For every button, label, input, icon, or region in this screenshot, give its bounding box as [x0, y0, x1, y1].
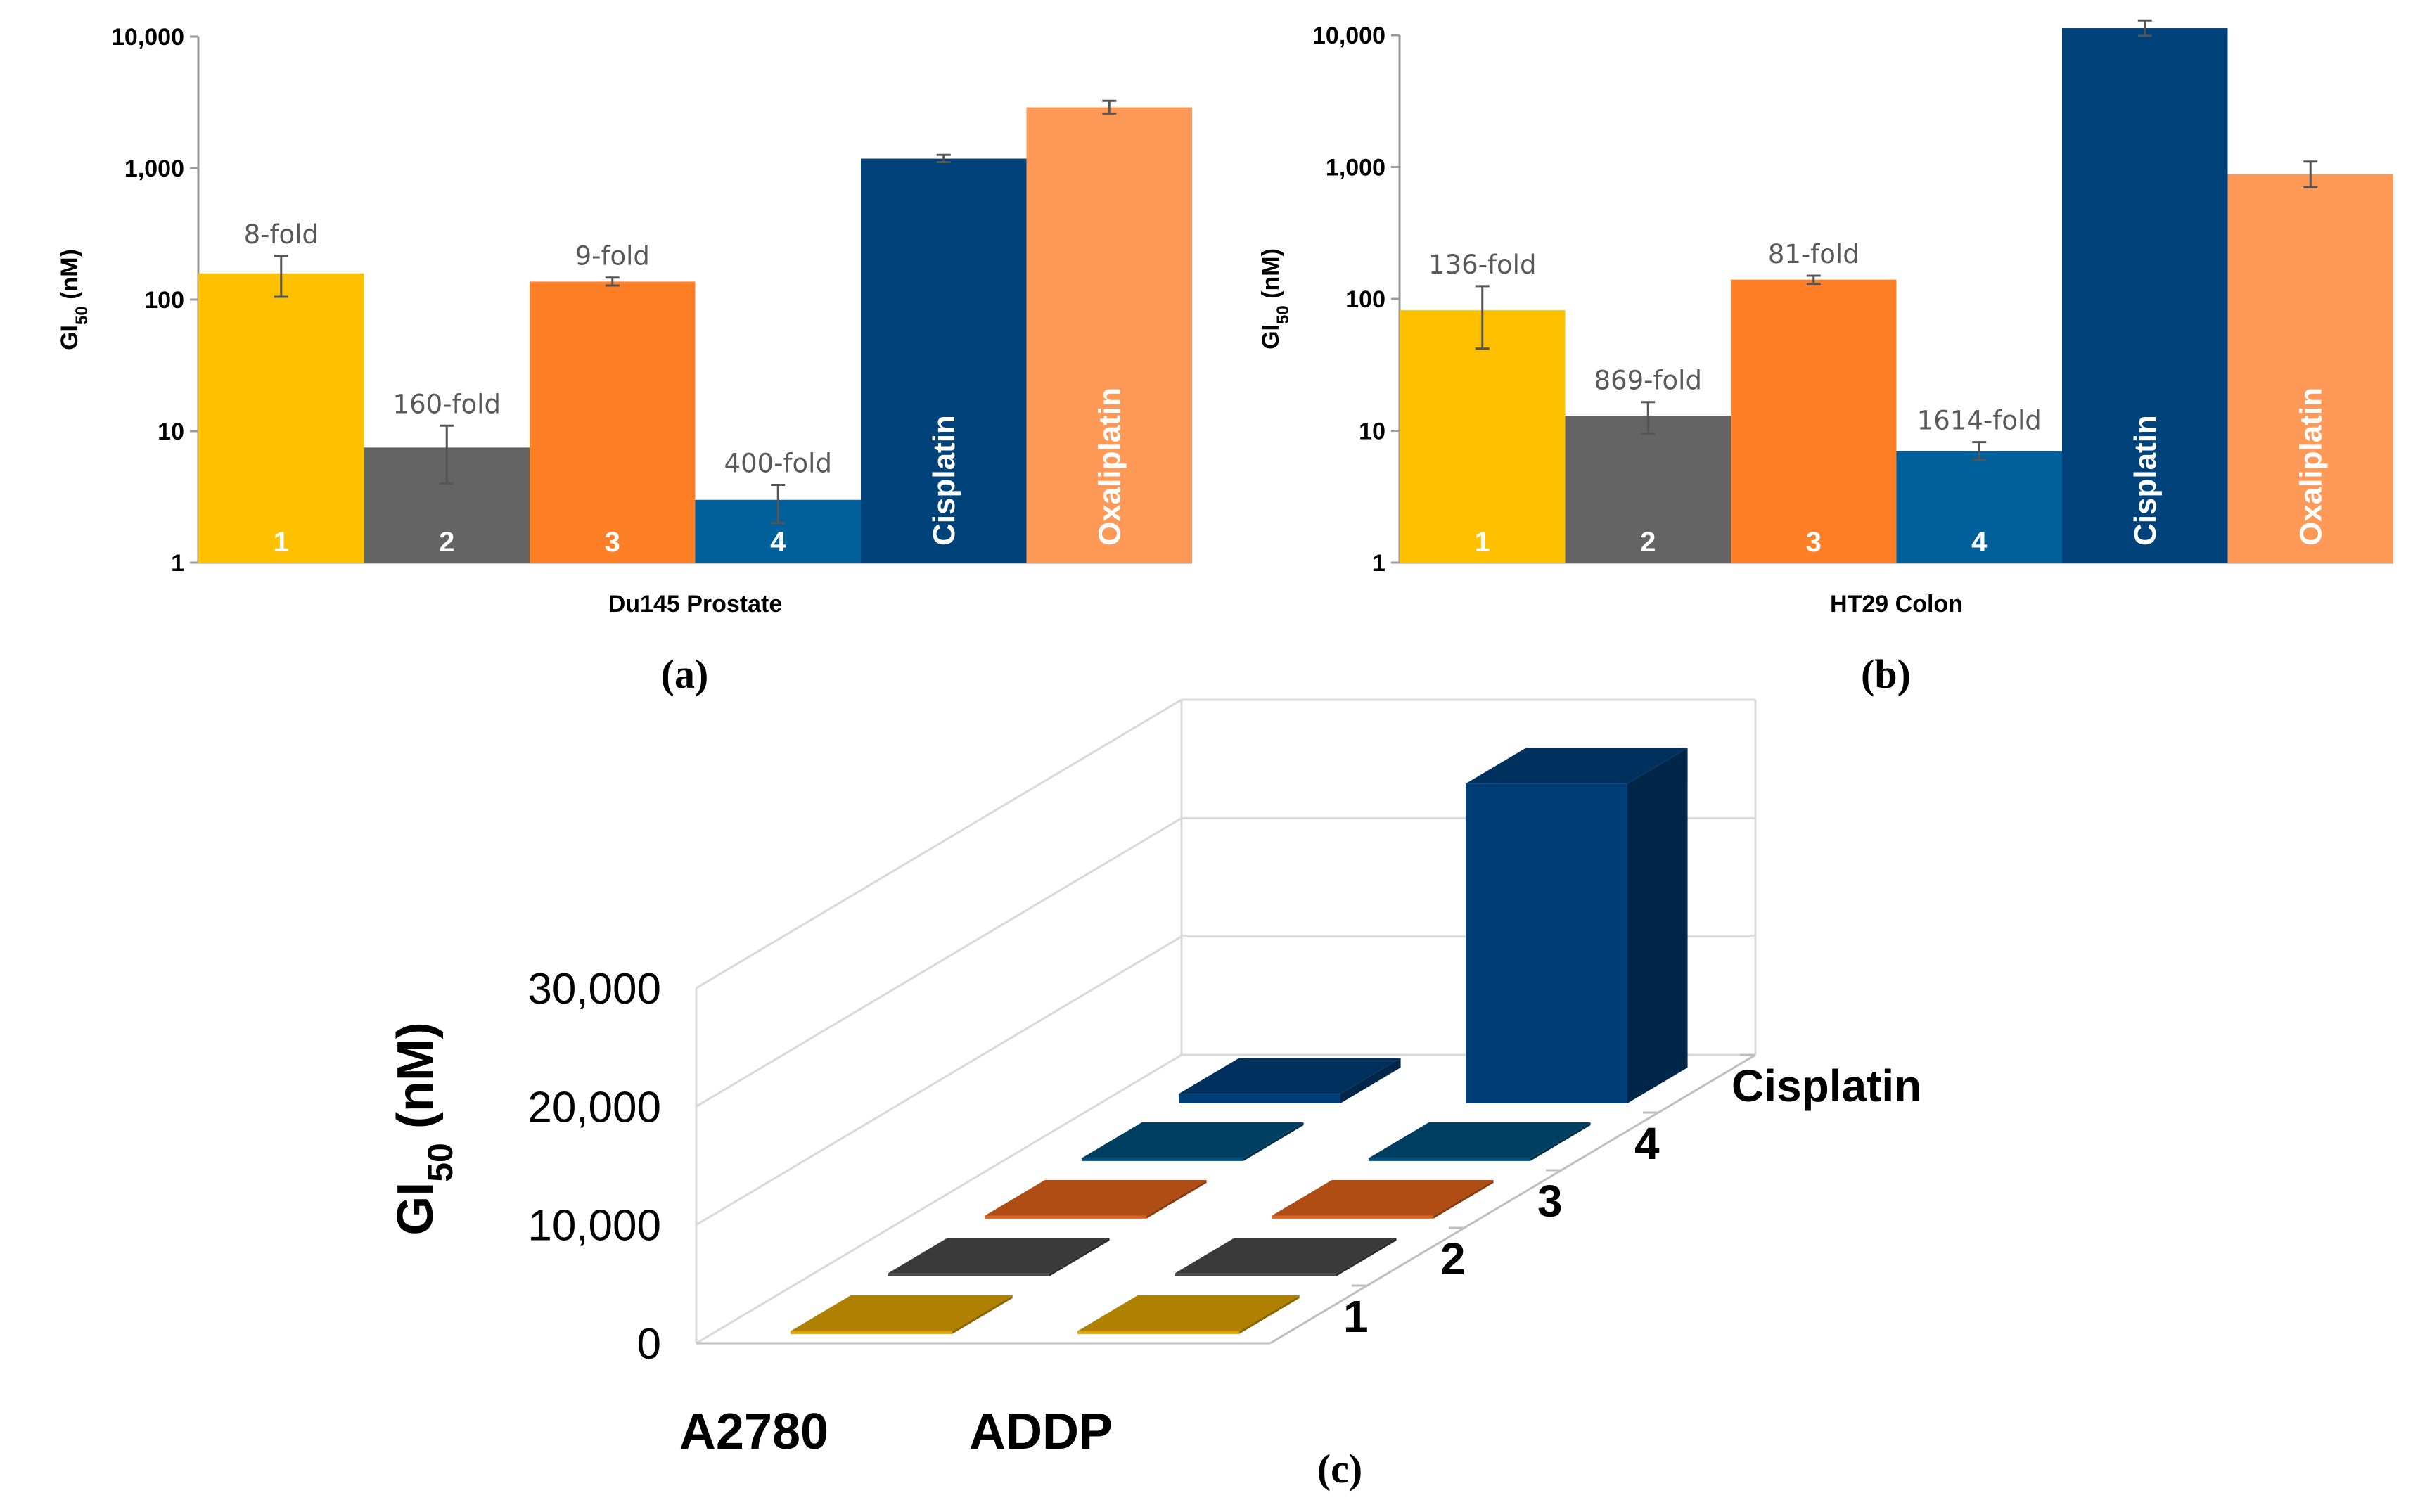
bar-1-A2780-front	[791, 1331, 952, 1334]
bar-Cisplatin-A2780-side	[1340, 1058, 1401, 1103]
bar-Cisplatin-ADDP-side	[1627, 748, 1688, 1103]
x-axis-title: HT29 Colon	[1830, 591, 1963, 617]
bar-3-ADDP-front	[1272, 1215, 1433, 1219]
bar-2-ADDP-front	[1175, 1273, 1336, 1276]
fold-annotation: 160-fold	[393, 389, 501, 419]
bar-category-label: 4	[770, 527, 786, 558]
y-tick-label: 1,000	[1326, 155, 1385, 181]
y-tick-label: 10,000	[1312, 23, 1385, 49]
fold-annotation: 8-fold	[244, 219, 319, 250]
y-axis-title: GI50 (nM)	[56, 249, 91, 350]
bar-1-ADDP-side	[1239, 1295, 1300, 1334]
bar-category-label: 3	[605, 527, 620, 558]
bar-3-ADDP-top	[1272, 1180, 1494, 1216]
y-tick-label: 10	[1359, 418, 1385, 445]
bar-Cisplatin-A2780-top	[1179, 1058, 1401, 1094]
series-label: 1	[1343, 1291, 1369, 1342]
bar-2-ADDP-side	[1336, 1238, 1397, 1276]
panel-label: (b)	[1861, 651, 1911, 697]
y-tick-label: 0	[637, 1320, 661, 1369]
bar-category-label: Cisplatin	[2128, 415, 2163, 546]
bar-2-A2780-front	[888, 1273, 1049, 1276]
category-label: A2780	[679, 1404, 828, 1460]
bar-1	[1400, 310, 1566, 563]
y-tick-label: 1	[171, 550, 184, 577]
series-label: 3	[1537, 1176, 1563, 1226]
bar-2-A2780-top	[888, 1238, 1110, 1274]
y-tick-label: 100	[144, 287, 184, 314]
category-label: ADDP	[969, 1404, 1113, 1460]
bar-3-A2780-front	[985, 1215, 1146, 1219]
bar-category-label: Oxaliplatin	[1092, 387, 1127, 546]
bar-4-A2780-top	[1082, 1122, 1304, 1158]
bar-2	[1565, 416, 1731, 563]
y-tick-label: 100	[1345, 286, 1385, 313]
y-tick-label: 30,000	[527, 965, 661, 1013]
y-tick-label: 10,000	[527, 1202, 661, 1250]
fold-annotation: 869-fold	[1594, 366, 1702, 396]
bar-category-label: 2	[1640, 527, 1656, 558]
bar-Cisplatin-A2780-front	[1179, 1094, 1340, 1103]
bar-1-ADDP-front	[1077, 1331, 1239, 1334]
bar-category-label: 1	[1475, 527, 1490, 558]
panel-a-chart: 1 10 100 1,000 10,000 GI50 (nM) 8-fold 1 160-fol…	[56, 24, 1192, 697]
series-label: 4	[1634, 1118, 1660, 1169]
bar-1	[198, 273, 364, 563]
bar-4-ADDP-front	[1369, 1158, 1530, 1161]
y-tick-label: 20,000	[527, 1083, 661, 1132]
bar-1-A2780-side	[952, 1295, 1013, 1334]
side-gridline	[696, 935, 1182, 1226]
bar-3	[1731, 279, 1897, 563]
bar-1-A2780-top	[791, 1295, 1013, 1331]
fold-annotation: 81-fold	[1768, 239, 1860, 269]
panel-c-chart: 0 10,000 20,000 30,000 GI50 (nM) A2780 ADDP 1 2 3…	[388, 698, 1921, 1492]
bar-category-label: Cisplatin	[927, 415, 961, 546]
bar-4	[1896, 451, 2062, 563]
fold-annotation: 136-fold	[1428, 250, 1536, 280]
series-label: 2	[1440, 1234, 1466, 1284]
bar-category-label: 4	[1971, 527, 1988, 558]
panel-label: (c)	[1317, 1446, 1362, 1492]
bar-category-label: 1	[274, 527, 289, 558]
bar-3-A2780-top	[985, 1180, 1207, 1216]
bar-category-label: 3	[1806, 527, 1822, 558]
series-label: Cisplatin	[1732, 1061, 1921, 1111]
y-axis-title: GI50 (nM)	[1257, 248, 1293, 350]
bar-4-ADDP-side	[1530, 1122, 1591, 1161]
y-axis-title: GI50 (nM)	[388, 1022, 460, 1236]
side-gridline	[696, 817, 1182, 1108]
bar-category-label: 2	[439, 527, 454, 558]
bar-4-A2780-side	[1243, 1122, 1304, 1161]
bar-Cisplatin	[861, 158, 1027, 563]
bar-3	[530, 281, 696, 563]
bar-Cisplatin-ADDP-top	[1466, 748, 1688, 784]
bar-Oxaliplatin	[2227, 174, 2393, 563]
side-gridline	[696, 698, 1182, 989]
bar-3-ADDP-side	[1433, 1180, 1494, 1219]
bar-2-ADDP-top	[1175, 1238, 1397, 1274]
bar-4-A2780-front	[1082, 1158, 1243, 1161]
bar-category-label: Oxaliplatin	[2293, 387, 2328, 546]
bar-Oxaliplatin	[1026, 107, 1192, 563]
bar-Cisplatin-ADDP-front	[1466, 783, 1627, 1103]
panel-b-chart: 1 10 100 1,000 10,000 GI50 (nM) 136-fold 1 869-f…	[1257, 19, 2393, 697]
bar-4-ADDP-top	[1369, 1122, 1591, 1158]
y-tick-label: 10	[158, 418, 184, 445]
y-tick-label: 1	[1372, 550, 1385, 577]
panel-label: (a)	[661, 651, 709, 697]
fold-annotation: 9-fold	[575, 241, 650, 271]
bar-1-ADDP-top	[1077, 1295, 1300, 1331]
fold-annotation: 400-fold	[724, 448, 832, 478]
x-axis-title: Du145 Prostate	[608, 591, 783, 617]
floor-right-edge	[1269, 1053, 1756, 1345]
bar-2-A2780-side	[1049, 1238, 1110, 1276]
y-tick-label: 10,000	[111, 24, 184, 51]
bar-Cisplatin	[2062, 28, 2228, 563]
y-tick-label: 1,000	[124, 155, 184, 182]
side-gridline	[696, 1053, 1182, 1345]
bar-3-A2780-side	[1146, 1180, 1207, 1219]
fold-annotation: 1614-fold	[1917, 406, 2042, 436]
